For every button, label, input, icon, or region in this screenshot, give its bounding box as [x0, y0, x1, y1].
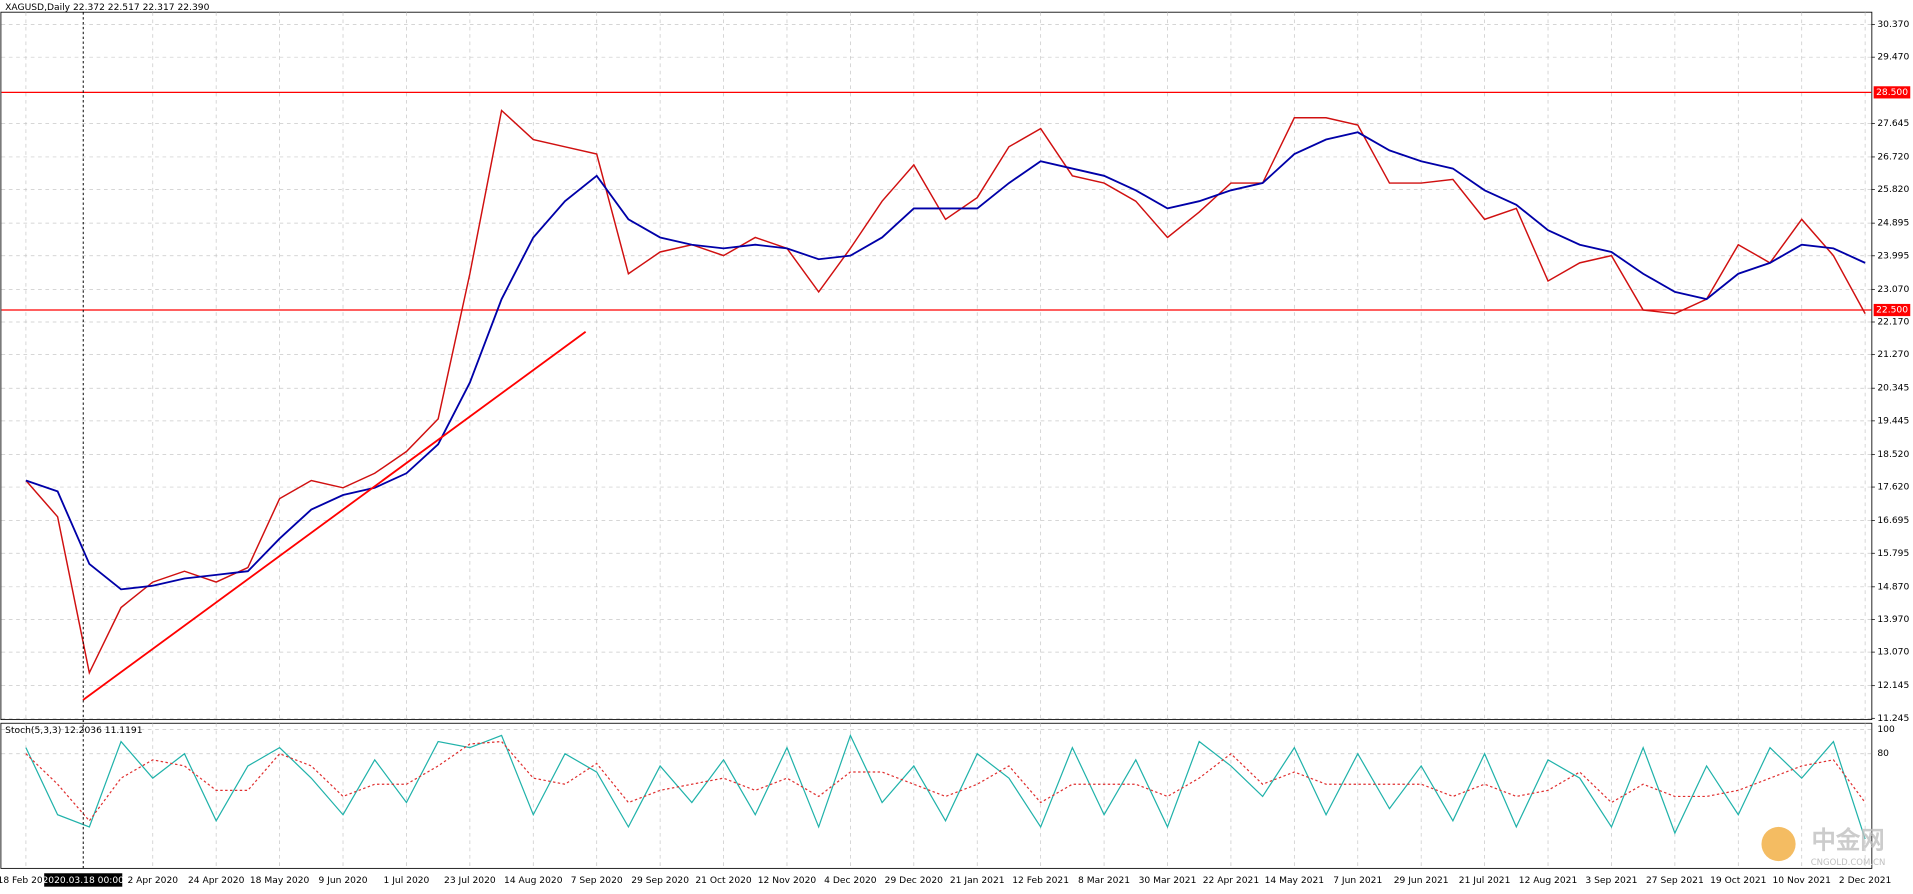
y-tick-label: 23.995: [1877, 251, 1909, 261]
x-tick-label: 27 Sep 2021: [1646, 876, 1704, 886]
y-tick-label: 17.620: [1877, 483, 1909, 493]
x-tick-label: 29 Sep 2020: [631, 876, 689, 886]
x-tick-label: 12 Aug 2021: [1519, 876, 1577, 886]
x-tick-label: 1 Jul 2020: [384, 876, 430, 886]
y-tick-label: 25.820: [1877, 185, 1909, 195]
x-tick-label: 7 Jun 2021: [1333, 876, 1382, 886]
oscillator-line: [25, 733, 1866, 840]
y-tick-label: 24.895: [1877, 219, 1909, 229]
x-tick-label: 29 Dec 2020: [885, 876, 943, 886]
x-tick-label: 12 Feb 2021: [1012, 876, 1069, 886]
y-tick-label: 20.345: [1877, 384, 1909, 394]
y-tick-label: 14.870: [1877, 582, 1909, 592]
y-tick-label: 80: [1877, 749, 1889, 759]
level-label-box: [1873, 303, 1911, 317]
x-tick-label: 10 Nov 2021: [1772, 876, 1830, 886]
x-tick-label: 21 Jul 2021: [1459, 876, 1511, 886]
watermark-sub: CNGOLD.COM.CN: [1811, 858, 1886, 868]
x-tick-label: 29 Jun 2021: [1394, 876, 1449, 886]
level-label-box: [1873, 86, 1911, 99]
x-tick-label: 8 Mar 2021: [1078, 876, 1130, 886]
y-tick-label: 23.070: [1877, 285, 1909, 295]
y-tick-label: 16.695: [1877, 516, 1909, 526]
chart-title: XAGUSD,Daily 22.372 22.517 22.317 22.390: [5, 3, 209, 13]
x-tick-label: 19 Oct 2021: [1710, 876, 1766, 886]
y-tick-label: 18.520: [1877, 450, 1909, 460]
level-label: 28.500: [1876, 88, 1908, 98]
x-tick-label: 18 Feb 2020: [0, 876, 54, 886]
oscillator-title: Stoch(5,3,3) 12.2036 11.1191: [5, 726, 142, 736]
x-tick-label: 12 Nov 2020: [758, 876, 817, 886]
price-line: [25, 109, 1866, 676]
y-tick-label: 12.145: [1877, 681, 1909, 691]
y-tick-label: 22.170: [1877, 317, 1909, 327]
y-tick-label: 11.245: [1877, 714, 1909, 724]
y-tick-label: 27.645: [1877, 119, 1909, 129]
x-tick-label: 30 Mar 2021: [1139, 876, 1197, 886]
y-tick-label: 13.970: [1877, 615, 1909, 625]
level-label: 22.500: [1876, 306, 1908, 316]
x-tick-label: 3 Sep 2021: [1585, 876, 1637, 886]
x-tick-label: 24 Apr 2020: [188, 876, 245, 886]
watermark: 中金网: [1811, 826, 1884, 855]
y-tick-label: 100: [1877, 725, 1895, 735]
x-tick-label: 18 May 2020: [250, 876, 310, 886]
cursor-label-box: [44, 873, 123, 887]
x-tick-label: 23 Jul 2020: [444, 876, 496, 886]
oscillator-panel: [0, 722, 1873, 869]
y-tick-label: 29.470: [1877, 53, 1909, 63]
y-tick-label: 19.445: [1877, 416, 1909, 426]
cursor-label: 2020.03.18 00:00: [43, 876, 125, 886]
y-tick-label: 30.370: [1877, 20, 1909, 30]
x-tick-label: 21 Jan 2021: [950, 876, 1005, 886]
x-tick-label: 4 Dec 2020: [824, 876, 877, 886]
price-panel: [0, 11, 1873, 721]
x-tick-label: 2 Apr 2020: [127, 876, 178, 886]
x-tick-label: 22 Apr 2021: [1203, 876, 1259, 886]
y-tick-label: 21.270: [1877, 350, 1909, 360]
trendline: [82, 331, 587, 701]
y-tick-label: 15.795: [1877, 549, 1909, 559]
x-tick-label: 14 Aug 2020: [504, 876, 563, 886]
x-tick-label: 2 Dec 2021: [1839, 876, 1892, 886]
x-tick-label: 7 Sep 2020: [571, 876, 623, 886]
y-tick-label: 26.720: [1877, 152, 1909, 162]
marks: 30.370 29.470 27.645 26.720 25.820 24.895 23.9…: [0, 12, 1911, 886]
price-line: [25, 131, 1866, 591]
watermark-logo: [1761, 826, 1796, 862]
x-tick-label: 14 May 2021: [1265, 876, 1325, 886]
x-tick-label: 9 Jun 2020: [318, 876, 367, 886]
x-tick-label: 21 Oct 2020: [695, 876, 752, 886]
y-tick-label: 13.070: [1877, 648, 1909, 658]
